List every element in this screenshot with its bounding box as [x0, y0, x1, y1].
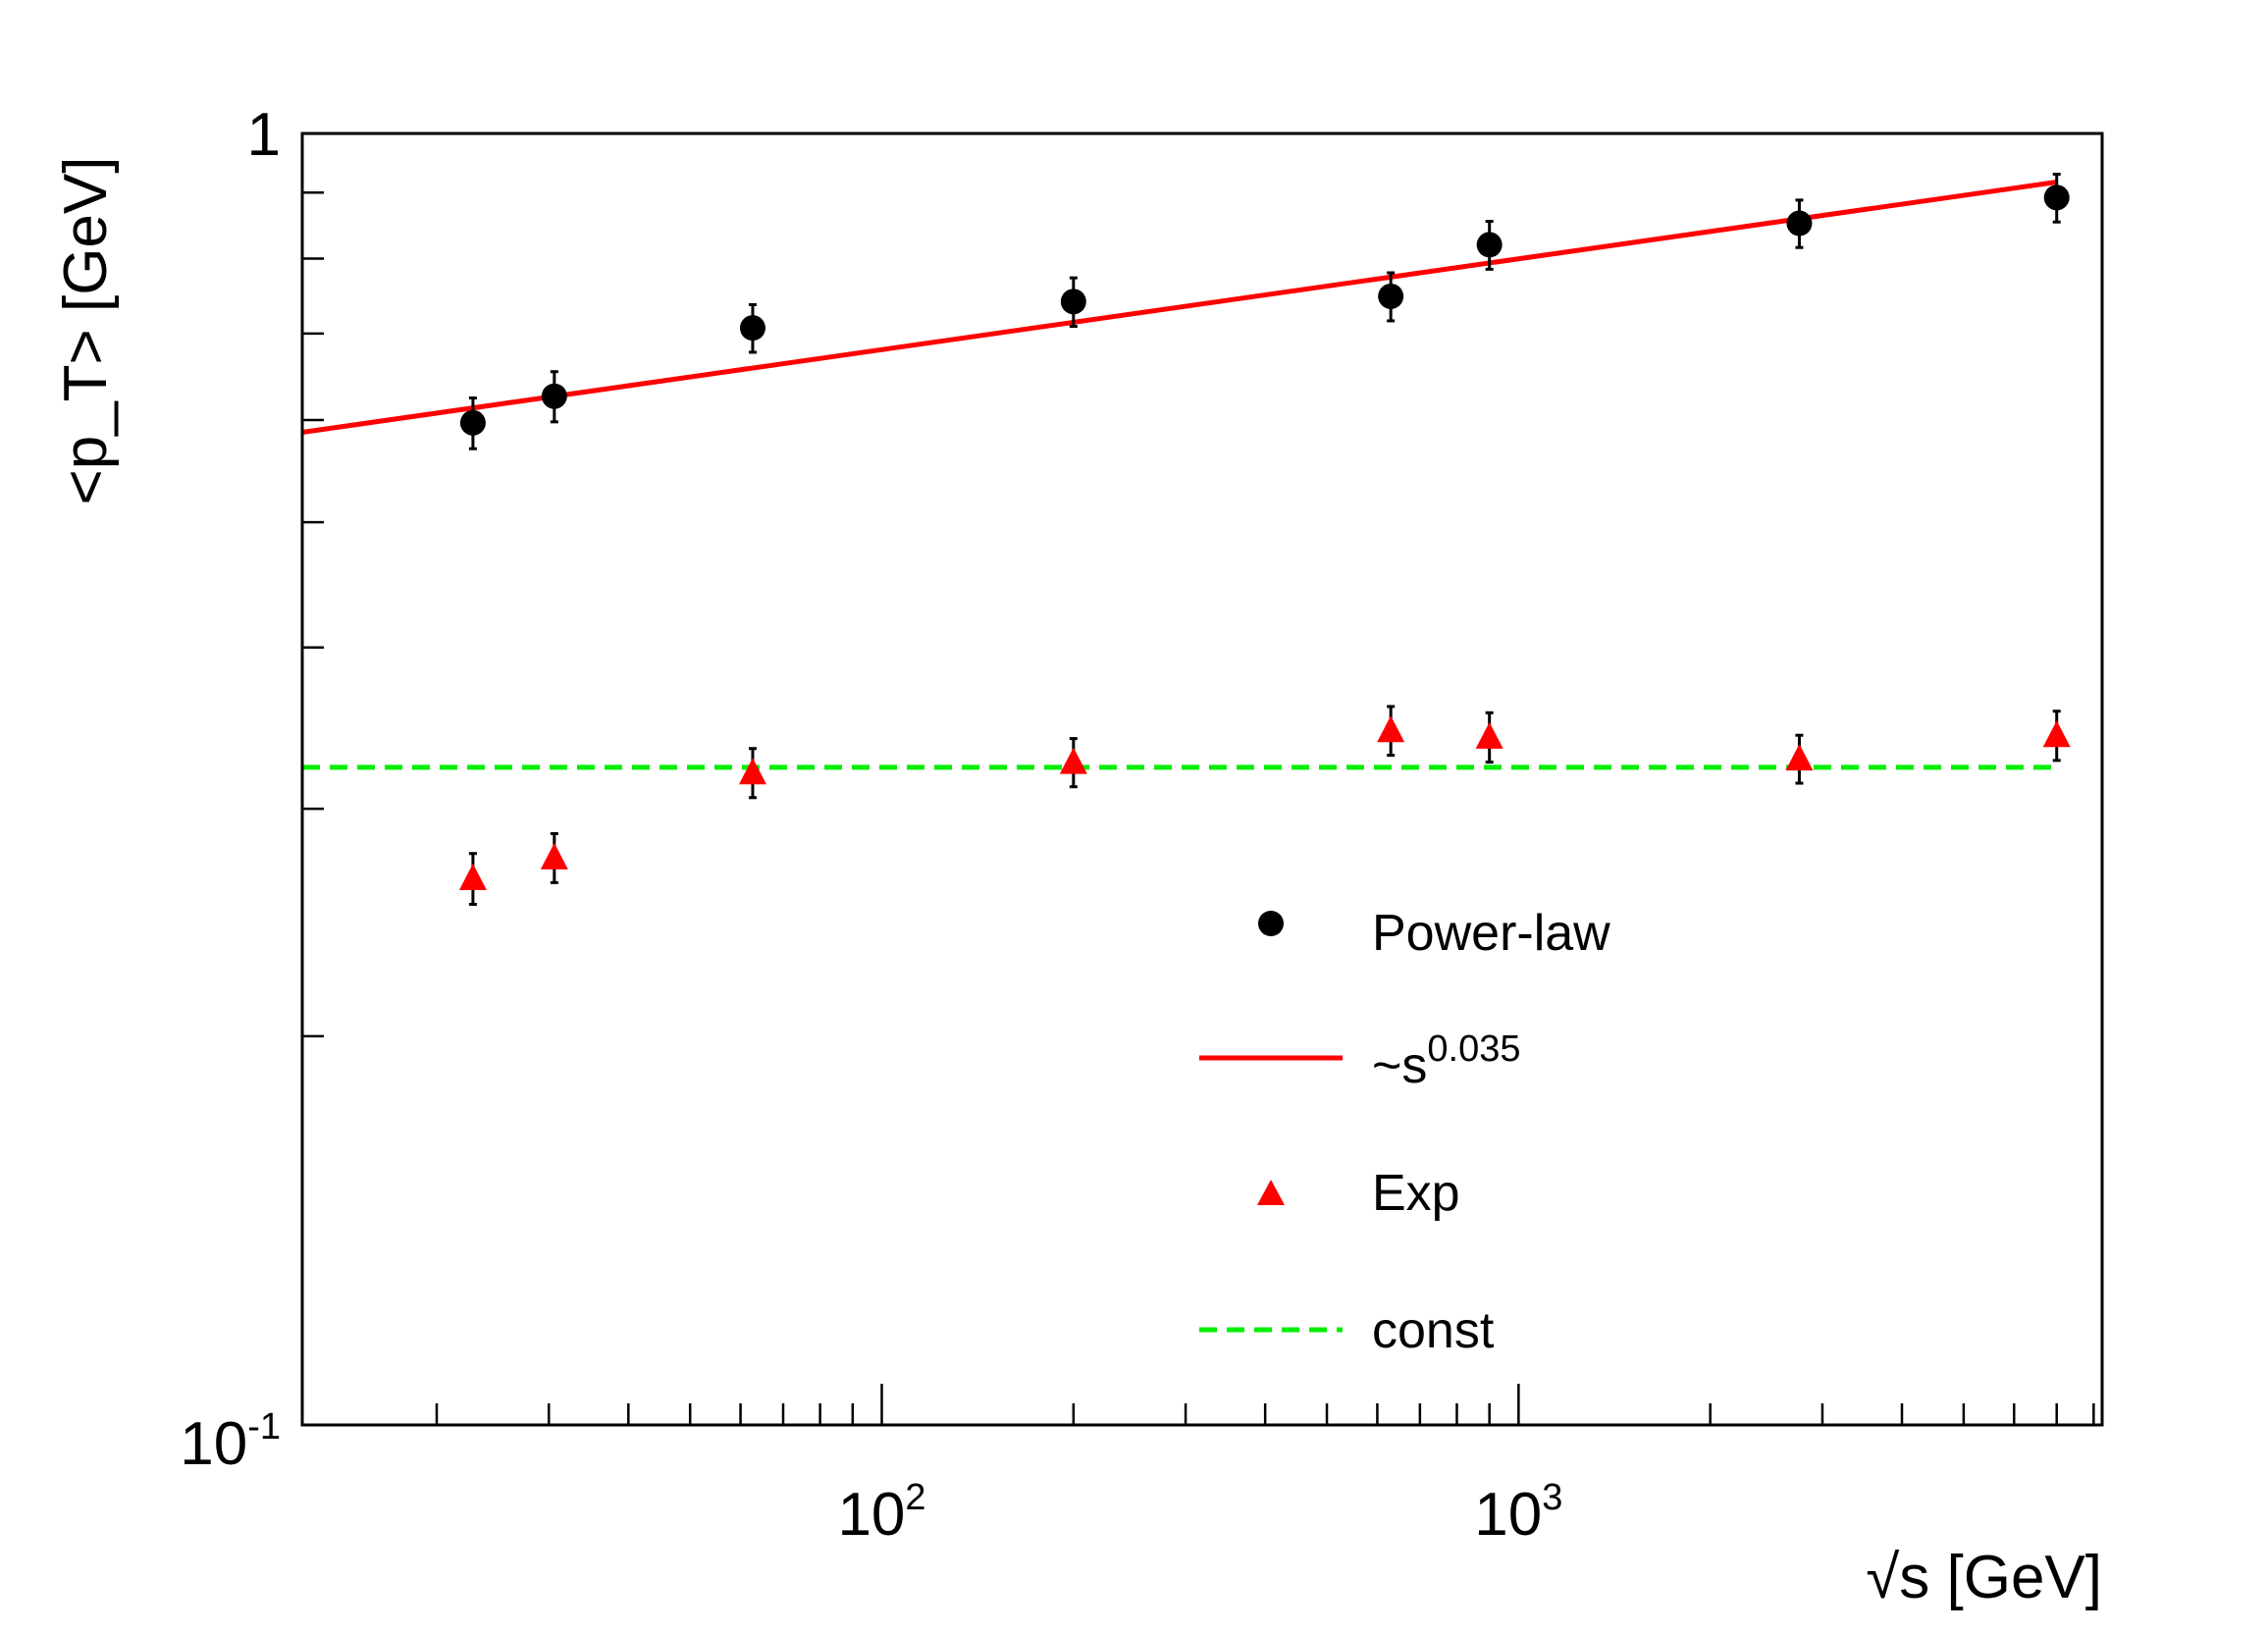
legend: Power-law ~s0.035 Exp const [1199, 905, 1610, 1359]
legend-fit-line-base: ~s [1372, 1037, 1427, 1094]
x-tick-exponent: 2 [905, 1477, 925, 1518]
y-tick-label-1: 1 [247, 101, 281, 169]
fit-lines [301, 180, 2058, 770]
data-markers [458, 184, 2071, 891]
power-law-point [541, 383, 567, 409]
power-law-point [1060, 289, 1086, 315]
power-law-point [1476, 232, 1503, 258]
x-tick-label-1000: 103 [1474, 1477, 1562, 1549]
power-law-point [1786, 210, 1813, 237]
x-axis-title: √s [GeV] [1866, 1544, 2102, 1611]
exp-point [458, 864, 487, 891]
exp-point [1377, 715, 1405, 743]
exp-point [1059, 747, 1087, 774]
legend-power-law-label: Power-law [1372, 905, 1610, 962]
y-axis-title: <p_T> [GeV] [52, 157, 120, 505]
x-tick-label-100: 102 [837, 1477, 925, 1549]
power-law-point [2043, 184, 2070, 211]
power-law-point [739, 315, 765, 342]
x-tick-base: 10 [837, 1481, 905, 1549]
legend-exp-label: Exp [1372, 1165, 1460, 1222]
legend-power-law-marker [1258, 911, 1284, 936]
y-tick-base: 10 [180, 1410, 247, 1478]
axis-ticks [302, 132, 2095, 1427]
exp-point [1785, 744, 1814, 771]
s-line [301, 180, 2058, 435]
exp-point [2042, 720, 2071, 748]
legend-fit-line-exponent: 0.035 [1427, 1028, 1520, 1070]
exp-point [1475, 721, 1503, 749]
y-tick-label-0.1: 10-1 [180, 1406, 281, 1478]
y-tick-exponent: -1 [247, 1406, 281, 1448]
plot-frame [300, 132, 2104, 1427]
x-tick-base: 10 [1474, 1481, 1542, 1549]
legend-exp-marker [1257, 1180, 1285, 1205]
exp-point [540, 842, 568, 869]
exp-point [738, 758, 766, 785]
legend-fit-line-label: ~s0.035 [1372, 1028, 1520, 1094]
x-tick-exponent: 3 [1542, 1477, 1562, 1518]
power-law-point [459, 409, 486, 436]
power-law-point [1378, 283, 1404, 309]
legend-const-line-label: const [1372, 1302, 1495, 1359]
